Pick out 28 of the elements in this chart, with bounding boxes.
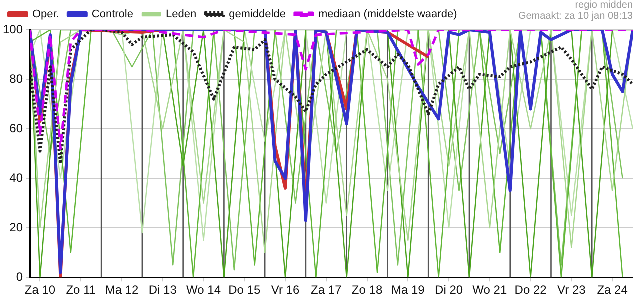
x-tick-label: Za 24 <box>597 283 628 298</box>
legend-label: Leden <box>166 8 197 21</box>
chart-subtitle: Gemaakt: za 10 jan 08:13 <box>518 11 633 22</box>
x-tick-label: Wo 21 <box>472 283 508 298</box>
y-tick-label: 60 <box>10 121 24 136</box>
y-tick-label: 80 <box>10 72 24 86</box>
legend-label: gemiddelde <box>229 8 286 21</box>
x-tick-label: Zo 11 <box>66 283 96 298</box>
x-tick-label: Do 15 <box>228 283 261 298</box>
x-tick-label: Do 22 <box>514 283 548 298</box>
y-tick-label: 40 <box>10 170 24 185</box>
x-tick-label: Vr 16 <box>271 283 300 298</box>
legend-label: Controle <box>92 8 134 21</box>
y-tick-label: 100 <box>2 22 24 36</box>
x-tick-label: Za 17 <box>311 283 342 298</box>
y-tick-label: 0 <box>16 270 24 284</box>
x-tick-label: Zo 18 <box>352 283 383 298</box>
x-tick-label: Ma 19 <box>391 283 426 298</box>
x-tick-label: Wo 14 <box>186 283 222 298</box>
legend-label: mediaan (middelste waarde) <box>318 8 458 21</box>
x-tick-label: Vr 23 <box>558 283 586 298</box>
x-tick-label: Ma 12 <box>105 283 139 298</box>
legend-label: Oper. <box>32 8 60 21</box>
x-tick-label: Di 13 <box>148 283 178 298</box>
x-tick-label: Za 10 <box>24 283 56 298</box>
y-tick-label: 20 <box>10 220 24 234</box>
x-tick-label: Di 20 <box>435 283 464 298</box>
chart-title: regio midden <box>574 0 633 11</box>
